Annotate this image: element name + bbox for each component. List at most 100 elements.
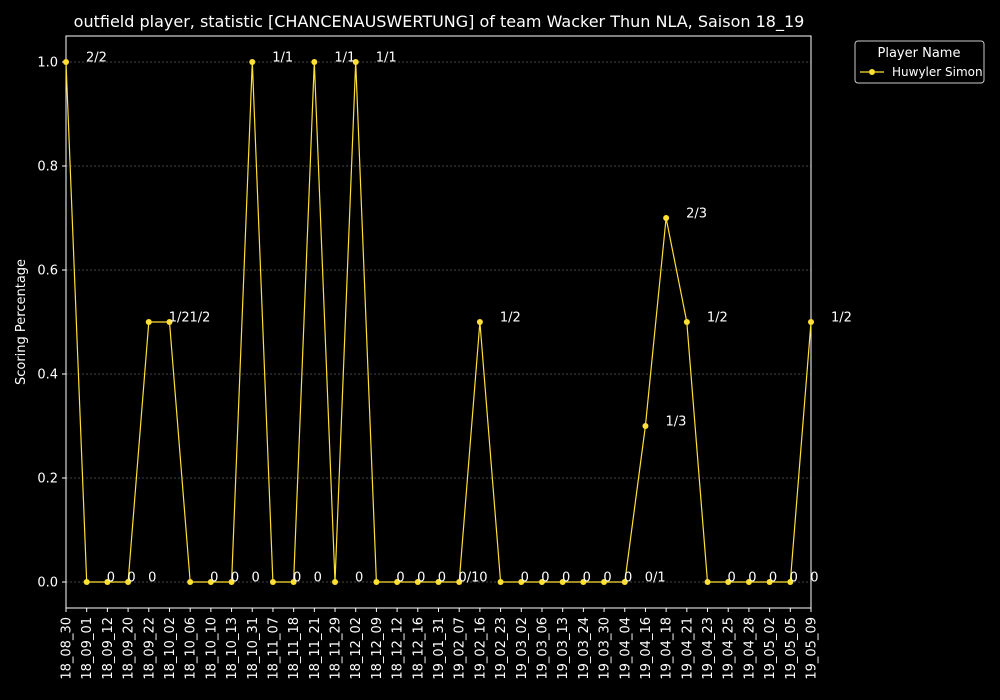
x-tick-label: 19_02_07 (453, 617, 468, 680)
data-point (476, 319, 483, 325)
data-point (207, 579, 214, 585)
data-point (145, 319, 152, 325)
data-point (125, 579, 132, 585)
data-label: 0 (810, 571, 818, 586)
data-label: 0 (583, 571, 591, 586)
data-point (808, 319, 814, 325)
chart-title: outfield player, statistic [CHANCENAUSWE… (74, 12, 805, 32)
data-label: 1/3 (665, 415, 686, 430)
data-point (601, 579, 608, 585)
data-point (435, 579, 442, 585)
x-tick-label: 19_05_02 (763, 617, 778, 680)
x-tick-label: 19_02_16 (473, 617, 488, 680)
x-tick-label: 18_10_13 (225, 617, 240, 680)
data-label: 0 (355, 571, 363, 586)
x-tick-label: 18_10_06 (184, 617, 199, 680)
data-label: 0 (562, 571, 570, 586)
data-label: 0 (231, 571, 239, 586)
data-point (332, 579, 339, 585)
x-tick-label: 18_11_07 (266, 617, 281, 680)
data-point (269, 579, 276, 585)
legend-entry-huwyler-simon: Huwyler Simon (892, 65, 983, 79)
data-label: 0 (252, 571, 260, 586)
data-label: 0 (521, 571, 529, 586)
legend-title: Player Name (878, 46, 961, 61)
data-point (621, 579, 628, 585)
legend: Player Name Huwyler Simon (854, 40, 985, 84)
data-label: 1/1 (272, 51, 293, 66)
data-point (559, 579, 566, 585)
x-tick-label: 19_05_05 (784, 617, 799, 680)
data-label: 0 (293, 571, 301, 586)
x-tick-label: 18_11_29 (329, 617, 344, 680)
x-tick-label: 18_11_21 (308, 617, 323, 680)
data-label: 0 (479, 571, 487, 586)
x-tick-label: 19_05_09 (805, 617, 820, 680)
data-point (766, 579, 773, 585)
x-tick-label: 18_12_16 (411, 617, 426, 680)
x-tick-label: 19_04_16 (639, 617, 654, 680)
x-tick-label: 19_02_23 (494, 617, 509, 680)
y-tick-label: 0.8 (37, 160, 58, 175)
legend-box (854, 40, 985, 84)
data-label: 0 (210, 571, 218, 586)
x-tick-label: 18_09_22 (142, 617, 157, 680)
x-tick-label: 19_04_18 (660, 617, 675, 680)
x-tick-label: 19_03_24 (577, 617, 592, 680)
x-tick-label: 18_12_12 (391, 617, 406, 680)
x-tick-label: 19_03_30 (598, 617, 613, 680)
data-point (663, 215, 670, 221)
data-point (394, 579, 401, 585)
data-point (538, 579, 545, 585)
data-point (352, 59, 359, 65)
x-tick-label: 18_10_02 (163, 617, 178, 680)
data-point (104, 579, 111, 585)
data-label: 0 (107, 571, 115, 586)
data-point (725, 579, 732, 585)
x-tick-label: 18_09_12 (101, 617, 116, 680)
data-label: 0 (541, 571, 549, 586)
data-label: 0 (728, 571, 736, 586)
data-label: 1/2 (500, 311, 521, 326)
data-point (166, 319, 173, 325)
x-tick-label: 19_04_28 (742, 617, 757, 680)
data-label: 0/1 (645, 571, 666, 586)
y-tick-label: 0.6 (37, 264, 58, 279)
data-label: 0 (748, 571, 756, 586)
x-tick-label: 19_04_23 (701, 617, 716, 680)
series-group (63, 59, 814, 585)
data-label: 0 (396, 571, 404, 586)
data-point (290, 579, 297, 585)
data-label: 0/1 (459, 571, 480, 586)
data-point (704, 579, 711, 585)
x-tick-label: 19_01_31 (432, 617, 447, 680)
data-point (745, 579, 752, 585)
data-point (414, 579, 421, 585)
y-tick-label: 0.0 (37, 576, 58, 591)
x-axis-ticks: 18_08_30 18_09_01 18_09_12 18_09_20 18_09_22… (60, 608, 820, 680)
x-tick-label: 18_09_20 (122, 617, 137, 680)
data-label: 0 (148, 571, 156, 586)
data-label: 0 (438, 571, 446, 586)
data-label: 1/1 (376, 51, 397, 66)
data-point (187, 579, 194, 585)
data-label: 1/1 (334, 51, 355, 66)
data-label: 2/3 (686, 207, 707, 222)
x-tick-label: 19_03_06 (535, 617, 550, 680)
x-tick-label: 18_12_09 (370, 617, 385, 680)
x-tick-label: 19_03_13 (556, 617, 571, 680)
x-tick-label: 18_11_18 (287, 617, 302, 680)
grid-lines (66, 61, 811, 583)
x-tick-label: 19_03_02 (515, 617, 530, 680)
x-tick-label: 18_10_10 (204, 617, 219, 680)
data-point (497, 579, 504, 585)
x-tick-label: 18_10_31 (246, 617, 261, 680)
y-tick-label: 0.4 (37, 368, 58, 383)
data-label: 0 (769, 571, 777, 586)
data-point (642, 423, 649, 429)
x-tick-label: 19_04_04 (618, 617, 633, 680)
data-point (456, 579, 463, 585)
data-point (518, 579, 525, 585)
data-label: 1/2 (189, 311, 210, 326)
